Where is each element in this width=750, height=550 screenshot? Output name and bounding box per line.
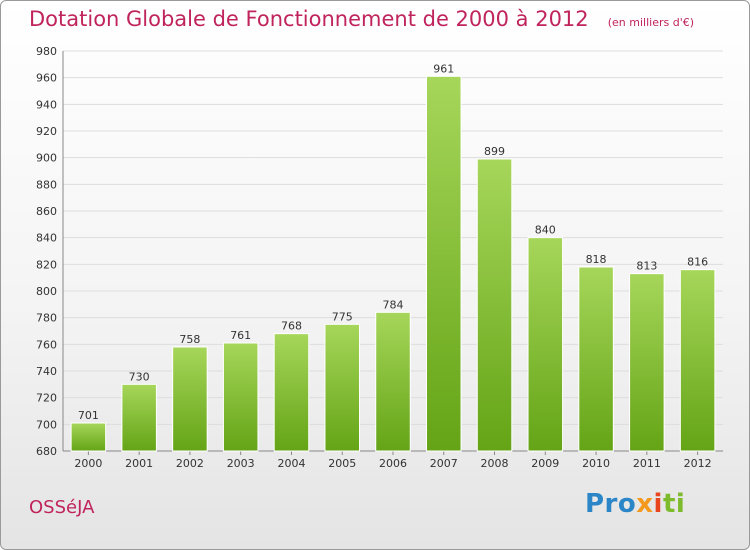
x-tick-label: 2008 bbox=[481, 457, 509, 470]
x-tick-label: 2009 bbox=[531, 457, 559, 470]
bar-2012 bbox=[679, 269, 716, 452]
y-tick-label: 740 bbox=[36, 365, 57, 378]
y-tick-label: 840 bbox=[36, 232, 57, 245]
y-tick-label: 880 bbox=[36, 178, 57, 191]
y-tick-label: 920 bbox=[36, 125, 57, 138]
y-tick-label: 980 bbox=[36, 45, 57, 58]
x-tick-label: 2006 bbox=[379, 457, 407, 470]
data-label: 701 bbox=[78, 409, 99, 422]
data-label: 961 bbox=[433, 62, 454, 75]
logo-part-1: Pro bbox=[585, 489, 637, 519]
labels: 680 700 720 740 760 780 800 820 840 860 880 900 920 9… bbox=[36, 45, 712, 470]
data-label: 775 bbox=[332, 310, 353, 323]
data-label: 768 bbox=[281, 320, 302, 333]
data-label: 816 bbox=[687, 256, 708, 269]
x-tick-label: 2001 bbox=[125, 457, 153, 470]
bar-2004 bbox=[273, 333, 310, 452]
x-tick-label: 2004 bbox=[277, 457, 305, 470]
chart-title: Dotation Globale de Fonctionnement de 20… bbox=[29, 7, 694, 31]
y-tick-label: 900 bbox=[36, 152, 57, 165]
bar-2002 bbox=[172, 346, 208, 452]
bar-2005 bbox=[324, 323, 360, 452]
x-tick-label: 2005 bbox=[328, 457, 356, 470]
data-label: 840 bbox=[535, 224, 556, 237]
y-tick-label: 940 bbox=[36, 98, 57, 111]
data-label: 758 bbox=[179, 333, 200, 346]
bar-2003 bbox=[222, 342, 259, 452]
bar-2011 bbox=[629, 273, 665, 452]
y-tick-label: 820 bbox=[36, 258, 57, 271]
data-label: 813 bbox=[636, 260, 657, 273]
data-label: 818 bbox=[586, 253, 607, 266]
logo-part-4: ti bbox=[662, 489, 686, 519]
logo-part-3: i bbox=[653, 489, 663, 519]
y-tick-label: 700 bbox=[36, 418, 57, 431]
x-tick-label: 2003 bbox=[227, 457, 255, 470]
data-label: 784 bbox=[383, 298, 404, 311]
bar-2006 bbox=[375, 311, 411, 452]
bar-2008 bbox=[476, 158, 513, 452]
x-tick-label: 2007 bbox=[430, 457, 458, 470]
bar-2010 bbox=[578, 266, 614, 452]
x-tick-label: 2000 bbox=[74, 457, 102, 470]
chart-title-text: Dotation Globale de Fonctionnement de 20… bbox=[29, 7, 589, 31]
bar-2001 bbox=[121, 383, 157, 452]
x-tick-label: 2012 bbox=[684, 457, 712, 470]
y-tick-label: 780 bbox=[36, 312, 57, 325]
y-tick-label: 760 bbox=[36, 338, 57, 351]
y-tick-label: 680 bbox=[36, 445, 57, 458]
y-tick-label: 800 bbox=[36, 285, 57, 298]
y-tick-label: 860 bbox=[36, 205, 57, 218]
data-label: 730 bbox=[129, 370, 150, 383]
x-tick-label: 2010 bbox=[582, 457, 610, 470]
x-tick-label: 2002 bbox=[176, 457, 204, 470]
x-tick-label: 2011 bbox=[633, 457, 661, 470]
y-tick-label: 720 bbox=[36, 392, 57, 405]
logo-part-2: x bbox=[636, 489, 654, 519]
data-label: 899 bbox=[484, 145, 505, 158]
commune-name: OSSéJA bbox=[29, 497, 95, 518]
bar-2007 bbox=[426, 75, 462, 452]
y-tick-label: 960 bbox=[36, 72, 57, 85]
bars bbox=[70, 75, 716, 452]
data-label: 761 bbox=[230, 329, 251, 342]
proxiti-logo: Proxiti bbox=[585, 489, 685, 519]
bar-2000 bbox=[70, 422, 107, 452]
chart-unit: (en milliers d'€) bbox=[607, 16, 695, 29]
bar-2009 bbox=[527, 237, 564, 452]
